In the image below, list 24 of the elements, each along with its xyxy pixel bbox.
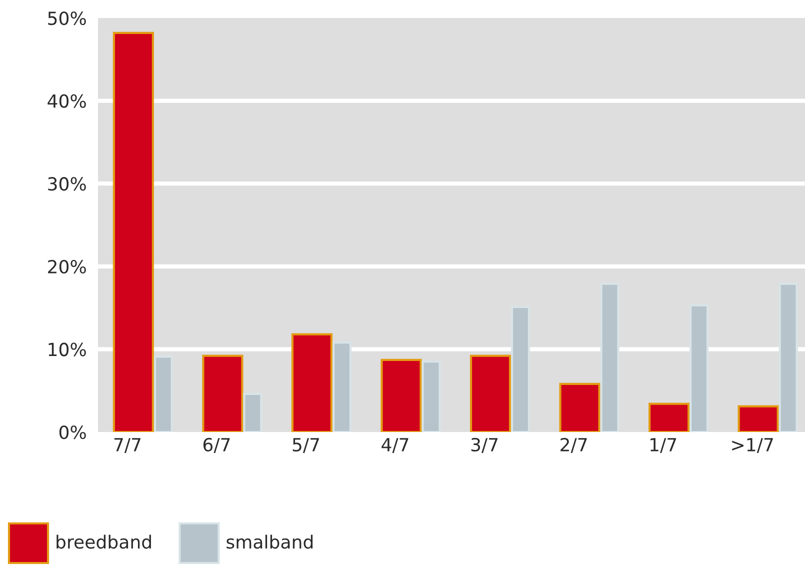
- bar: [470, 354, 512, 432]
- y-tick-label: 20%: [48, 260, 86, 274]
- y-tick-label: 30%: [48, 177, 86, 191]
- bar: [648, 402, 690, 432]
- x-tick-label: 3/7: [471, 438, 498, 453]
- x-tick-label: 4/7: [382, 438, 408, 453]
- x-tick-label: 5/7: [292, 438, 319, 453]
- x-tick-label: 1/7: [650, 438, 676, 453]
- y-tick-label: 0%: [59, 425, 86, 440]
- y-tick-label: 10%: [48, 342, 86, 356]
- bar: [559, 382, 600, 432]
- x-tick-label: 6/7: [203, 438, 230, 453]
- bar: [291, 333, 333, 432]
- x-tick-label: 2/7: [560, 438, 587, 453]
- bar: [202, 354, 244, 432]
- bar: [380, 358, 422, 432]
- legend-label: breedband: [56, 534, 151, 549]
- x-tick-label: >1/7: [732, 438, 773, 453]
- legend-label: smalband: [226, 534, 313, 549]
- x-tick-label: 7/7: [114, 438, 140, 453]
- bar: [738, 405, 779, 432]
- bar: [112, 32, 154, 432]
- y-tick-label: 40%: [48, 94, 86, 108]
- y-tick-label: 50%: [48, 11, 86, 26]
